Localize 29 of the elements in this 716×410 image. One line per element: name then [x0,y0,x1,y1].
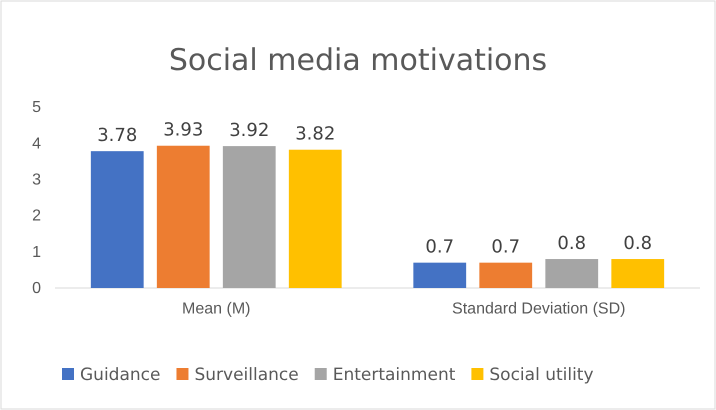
y-tick-label: 5 [32,99,42,116]
data-label: 0.8 [623,233,652,254]
bar [156,146,210,288]
y-tick-label: 3 [32,172,42,189]
legend-label: Entertainment [332,365,456,385]
x-tick-label: Mean (M) [182,300,250,318]
y-tick-label: 4 [32,135,42,152]
bar [413,262,466,288]
bar [545,259,598,288]
bar [479,262,532,288]
y-tick-label: 2 [32,208,42,225]
legend-label: Social utility [489,365,594,385]
data-label: 3.82 [295,124,336,145]
bar [222,146,276,288]
data-label: 3.92 [229,120,270,142]
y-tick-label: 1 [32,244,42,261]
data-label: 3.78 [97,125,138,146]
chart-title: Social media motivations [168,43,548,78]
legend-label: Guidance [80,365,160,385]
bar [611,259,664,288]
data-label: 0.8 [557,233,586,254]
y-tick-label: 0 [32,280,42,298]
bar [90,151,144,288]
x-tick-label: Standard Deviation (SD) [452,300,626,318]
bar [288,150,342,288]
data-label: 3.93 [163,120,204,141]
data-label: 0.7 [425,236,454,258]
legend-label: Surveillance [194,365,299,385]
data-label: 0.7 [491,236,520,258]
